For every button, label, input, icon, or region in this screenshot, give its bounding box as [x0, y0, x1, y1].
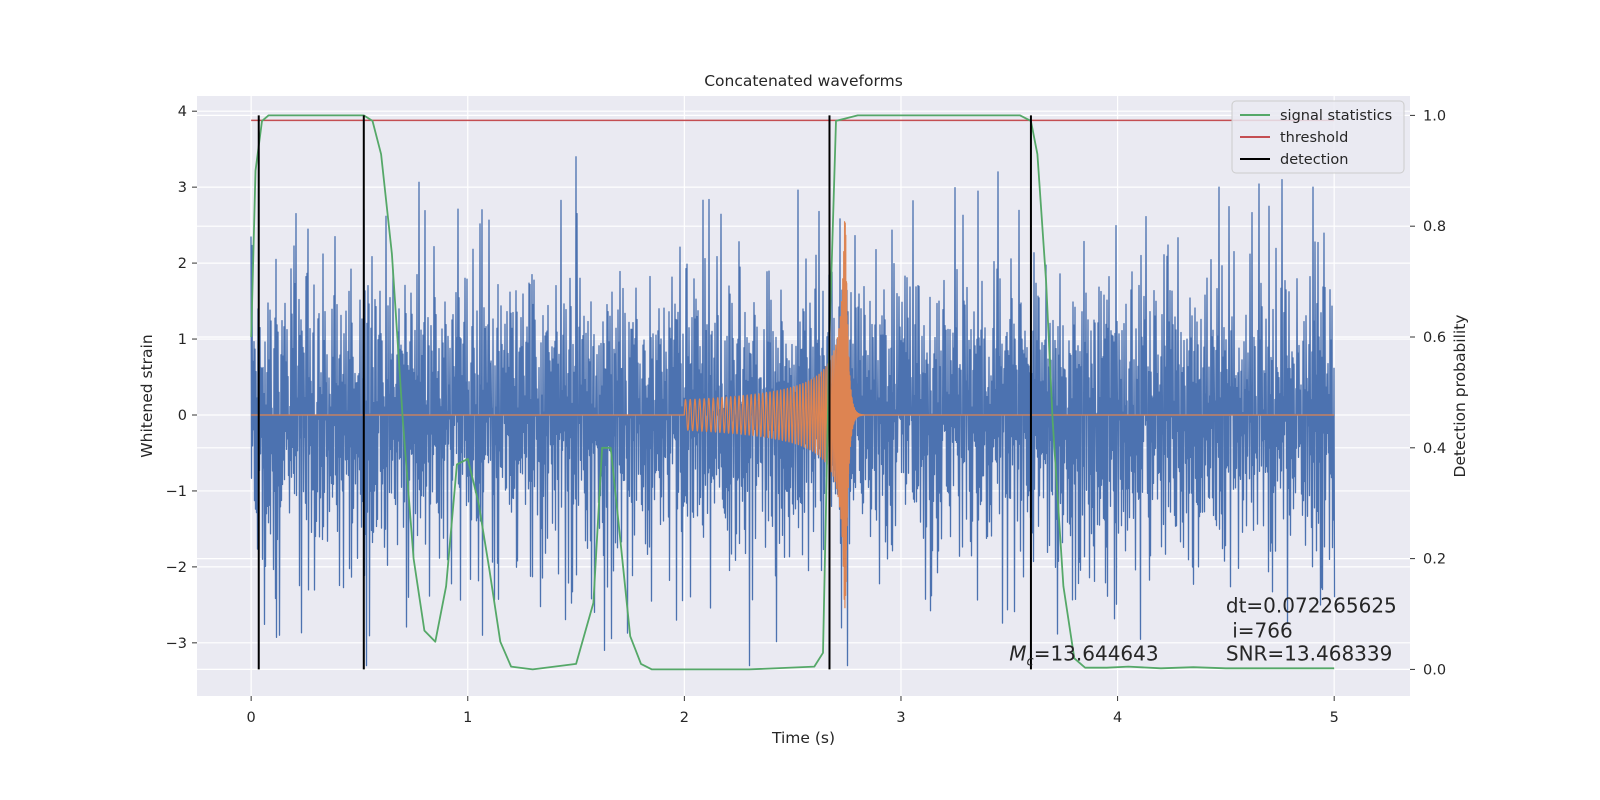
- axes-ticks: 0 1 2 3 4 5 −3 −2 −1 0 1 2 3 4 0.0 0.2 0.4 0.6 0.8 1.0: [166, 104, 1446, 726]
- annotation-chirp-mass-value: =13.644643: [1034, 641, 1159, 665]
- y-tick-label: −1: [166, 484, 187, 500]
- y2-tick-label: 0.2: [1423, 552, 1446, 568]
- y-tick-label: 4: [178, 104, 187, 120]
- legend: signal statistics threshold detection: [1231, 100, 1405, 174]
- y2-axis-label: Detection probability: [1451, 315, 1469, 478]
- y-tick-label: −3: [166, 636, 187, 652]
- annotation-chirp-mass-symbol: M: [1009, 641, 1026, 665]
- y2-tick-label: 0.6: [1423, 330, 1446, 346]
- annotation-iteration: i=766: [1226, 619, 1293, 643]
- y2-tick-label: 0.4: [1423, 441, 1446, 457]
- x-tick-label: 2: [680, 710, 689, 726]
- x-tick-label: 3: [896, 710, 905, 726]
- legend-label: threshold: [1280, 130, 1348, 146]
- annotation-dt: dt=0.072265625: [1226, 593, 1397, 617]
- y2-tick-label: 0.0: [1423, 662, 1446, 678]
- series-line-signal-statistics: [250, 114, 1335, 671]
- detection-lines: [257, 115, 1032, 670]
- legend-label: detection: [1280, 152, 1348, 168]
- annotation-chirp-mass: Mc=13.644643: [1009, 641, 1158, 669]
- y-axis-label: Whitened strain: [138, 334, 156, 457]
- series-layer: [250, 114, 1336, 671]
- legend-box: [1231, 100, 1405, 174]
- annotation-snr: SNR=13.468339: [1226, 641, 1392, 665]
- x-tick-label: 1: [463, 710, 472, 726]
- series-line-injected-waveform: [251, 221, 1335, 609]
- y-tick-label: 3: [178, 180, 187, 196]
- series-line-noise: [250, 156, 1336, 667]
- y-tick-label: 1: [178, 332, 187, 348]
- legend-items: signal statistics threshold detection: [1240, 108, 1392, 168]
- annotation-chirp-mass-subscript: c: [1027, 654, 1034, 669]
- y-tick-label: 2: [178, 256, 187, 272]
- x-tick-label: 5: [1330, 710, 1339, 726]
- x-axis-label: Time (s): [771, 729, 835, 747]
- y2-tick-label: 1.0: [1423, 108, 1446, 124]
- y-tick-label: −2: [166, 560, 187, 576]
- chart-title: Concatenated waveforms: [704, 72, 903, 90]
- x-tick-label: 4: [1113, 710, 1122, 726]
- legend-label: signal statistics: [1280, 108, 1392, 124]
- y2-tick-label: 0.8: [1423, 219, 1446, 235]
- x-tick-label: 0: [247, 710, 256, 726]
- y-tick-label: 0: [178, 408, 187, 424]
